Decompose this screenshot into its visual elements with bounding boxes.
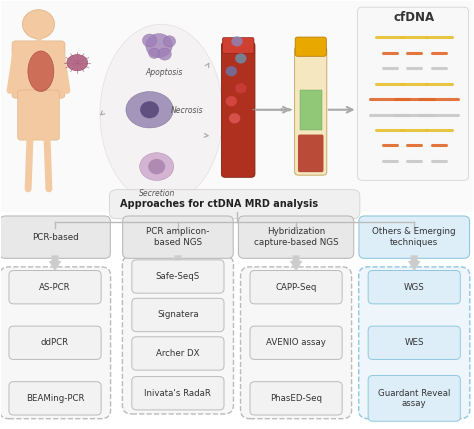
Circle shape <box>148 159 165 174</box>
Circle shape <box>226 96 237 106</box>
Polygon shape <box>172 255 184 271</box>
FancyBboxPatch shape <box>357 7 469 180</box>
FancyBboxPatch shape <box>368 326 460 360</box>
FancyBboxPatch shape <box>295 46 327 175</box>
Text: AS-PCR: AS-PCR <box>39 283 71 292</box>
Text: Signatera: Signatera <box>157 311 199 320</box>
FancyBboxPatch shape <box>295 37 326 56</box>
Text: Guardant Reveal
assay: Guardant Reveal assay <box>378 389 450 408</box>
FancyBboxPatch shape <box>123 216 233 258</box>
Text: PCR-based: PCR-based <box>32 233 78 242</box>
FancyBboxPatch shape <box>0 212 474 428</box>
Ellipse shape <box>67 54 88 71</box>
FancyBboxPatch shape <box>9 326 101 360</box>
Text: Apoptosis: Apoptosis <box>145 68 182 77</box>
FancyBboxPatch shape <box>240 267 352 419</box>
Text: Hybridization
capture-based NGS: Hybridization capture-based NGS <box>254 227 338 247</box>
Text: PhasED-Seq: PhasED-Seq <box>270 394 322 403</box>
Circle shape <box>235 53 246 63</box>
Circle shape <box>149 48 160 58</box>
Text: Approaches for ctDNA MRD analysis: Approaches for ctDNA MRD analysis <box>120 199 319 209</box>
Circle shape <box>143 34 156 47</box>
FancyBboxPatch shape <box>18 90 59 140</box>
Circle shape <box>158 48 171 60</box>
Circle shape <box>231 36 243 46</box>
Text: Necrosis: Necrosis <box>171 106 203 115</box>
FancyBboxPatch shape <box>132 260 224 293</box>
Text: CAPP-Seq: CAPP-Seq <box>275 283 317 292</box>
Circle shape <box>226 66 237 76</box>
FancyBboxPatch shape <box>298 135 323 172</box>
FancyBboxPatch shape <box>368 375 460 421</box>
Text: WES: WES <box>404 338 424 347</box>
FancyBboxPatch shape <box>9 271 101 304</box>
Circle shape <box>235 83 246 94</box>
FancyBboxPatch shape <box>9 382 101 415</box>
Ellipse shape <box>126 91 173 128</box>
FancyBboxPatch shape <box>221 42 255 177</box>
FancyBboxPatch shape <box>300 90 321 130</box>
Polygon shape <box>290 255 302 271</box>
FancyBboxPatch shape <box>359 216 470 258</box>
Text: PCR amplicon-
based NGS: PCR amplicon- based NGS <box>146 227 210 247</box>
Circle shape <box>140 101 159 118</box>
Circle shape <box>229 113 240 124</box>
Text: BEAMing-PCR: BEAMing-PCR <box>26 394 84 403</box>
FancyBboxPatch shape <box>238 216 354 258</box>
FancyBboxPatch shape <box>0 1 474 223</box>
FancyBboxPatch shape <box>0 267 110 419</box>
FancyBboxPatch shape <box>250 326 342 360</box>
Ellipse shape <box>28 51 54 91</box>
Text: Others & Emerging
techniques: Others & Emerging techniques <box>373 227 456 247</box>
Circle shape <box>146 33 172 57</box>
FancyBboxPatch shape <box>359 267 470 419</box>
FancyBboxPatch shape <box>132 337 224 370</box>
Text: Secretion: Secretion <box>139 189 176 198</box>
Polygon shape <box>49 255 61 271</box>
FancyBboxPatch shape <box>250 382 342 415</box>
Ellipse shape <box>140 153 173 181</box>
Ellipse shape <box>100 24 223 204</box>
FancyBboxPatch shape <box>122 256 234 414</box>
Text: WGS: WGS <box>404 283 425 292</box>
Text: Safe-SeqS: Safe-SeqS <box>156 272 200 281</box>
Polygon shape <box>408 255 420 271</box>
Text: Archer DX: Archer DX <box>156 349 200 358</box>
Text: cfDNA: cfDNA <box>394 11 435 24</box>
Text: ddPCR: ddPCR <box>41 338 69 347</box>
FancyBboxPatch shape <box>368 271 460 304</box>
FancyBboxPatch shape <box>0 216 110 258</box>
FancyBboxPatch shape <box>132 377 224 410</box>
FancyBboxPatch shape <box>109 190 360 219</box>
FancyBboxPatch shape <box>132 298 224 332</box>
FancyBboxPatch shape <box>222 37 254 54</box>
Text: Inivata's RadaR: Inivata's RadaR <box>145 389 211 398</box>
FancyBboxPatch shape <box>12 41 65 98</box>
Circle shape <box>22 10 55 39</box>
FancyBboxPatch shape <box>250 271 342 304</box>
Text: AVENIO assay: AVENIO assay <box>266 338 326 347</box>
Circle shape <box>163 36 175 47</box>
